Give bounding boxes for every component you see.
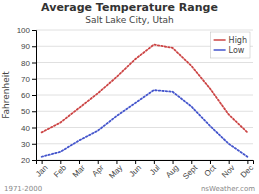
y-axis-title: Fahrenheit — [1, 71, 11, 119]
x-tick: Jan — [34, 160, 49, 179]
x-tick-label: Mar — [71, 163, 87, 179]
x-tick: Sept — [181, 160, 200, 181]
grid-line — [36, 111, 253, 112]
x-tick-label: Jul — [148, 163, 162, 177]
y-tick-mark — [32, 79, 36, 80]
y-tick-label: 50 — [21, 107, 30, 116]
x-tick: May — [107, 160, 124, 180]
x-tick-label: Nov — [220, 163, 236, 179]
x-tick: Aug — [164, 160, 180, 180]
y-tick-mark — [32, 30, 36, 31]
grid-line — [36, 78, 253, 79]
subtitle: Salt Lake City, Utah — [85, 15, 174, 25]
y-tick: 80 — [21, 59, 36, 68]
y-tick: 20 — [21, 156, 36, 165]
legend-label: Low — [229, 46, 245, 55]
grid-line — [36, 30, 253, 31]
x-tick: Oct — [203, 160, 219, 178]
x-tick: Jun — [128, 160, 143, 179]
y-axis-line — [32, 31, 37, 161]
x-tick-label: Jun — [128, 163, 143, 178]
y-tick-mark — [32, 144, 36, 145]
x-tick-label: Jan — [34, 163, 49, 178]
x-tick-label: Oct — [203, 163, 219, 179]
grid-line — [36, 143, 253, 144]
x-tick-label: Apr — [90, 163, 105, 178]
y-tick-mark — [32, 111, 36, 112]
legend-item: Low — [214, 46, 245, 55]
x-tick-label: Aug — [164, 163, 180, 179]
annotation: nsWeather.com — [201, 185, 255, 193]
y-tick-label: 60 — [21, 91, 30, 100]
legend-item: High — [214, 36, 247, 45]
y-tick: 40 — [21, 124, 36, 133]
grid-line — [36, 127, 253, 128]
grid — [36, 30, 253, 160]
y-tick-label: 30 — [21, 140, 30, 149]
y-tick: 100 — [17, 26, 36, 35]
title: Average Temperature Range — [41, 1, 218, 14]
legend-swatch — [214, 39, 226, 41]
y-tick-mark — [32, 128, 36, 129]
plot: 20 30 40 50 60 70 80 90 100 JanFebMarAprMay Jun Jul… — [17, 26, 256, 181]
grid-line — [36, 95, 253, 96]
x-tick: Feb — [52, 160, 69, 179]
x-tick-label: Dec — [239, 163, 255, 179]
y-tick-mark — [32, 46, 36, 47]
x-tick-label: May — [107, 163, 124, 180]
y-tick-label: 100 — [17, 26, 31, 35]
y-tick-label: 90 — [21, 42, 30, 51]
x-tick: Dec — [239, 160, 255, 180]
y-tick-mark — [32, 63, 36, 64]
legend-swatch — [214, 49, 226, 51]
x-tick: Jul — [148, 160, 162, 177]
y-tick: 70 — [21, 75, 36, 84]
legend-label: High — [229, 36, 247, 45]
x-axis: JanFebMarAprMay Jun JulAugSeptOctNovDec — [34, 160, 255, 181]
y-axis: 20 30 40 50 60 70 80 90 100 — [17, 26, 37, 165]
x-tick: Apr — [90, 160, 105, 178]
y-tick: 50 — [21, 107, 36, 116]
y-tick-mark — [32, 160, 36, 161]
x-tick-label: Feb — [52, 163, 69, 180]
y-tick-label: 80 — [21, 59, 30, 68]
y-tick: 90 — [21, 42, 36, 51]
legend: HighLow — [211, 32, 250, 58]
legend-box — [211, 32, 250, 58]
x-tick-label: Sept — [181, 163, 200, 182]
series-group — [42, 45, 248, 157]
y-tick-label: 40 — [21, 124, 30, 133]
series-line — [42, 90, 248, 157]
y-tick-label: 20 — [21, 156, 30, 165]
chart: Average Temperature RangeSalt Lake City,… — [0, 0, 259, 194]
y-tick-mark — [32, 95, 36, 96]
x-tick: Mar — [71, 160, 87, 179]
y-tick: 60 — [21, 91, 36, 100]
grid-line — [36, 62, 253, 63]
x-tick: Nov — [220, 160, 236, 180]
x-axis-line — [37, 161, 254, 165]
annotation: 1971-2000 — [4, 185, 42, 193]
y-tick-label: 70 — [21, 75, 30, 84]
y-tick: 30 — [21, 140, 36, 149]
